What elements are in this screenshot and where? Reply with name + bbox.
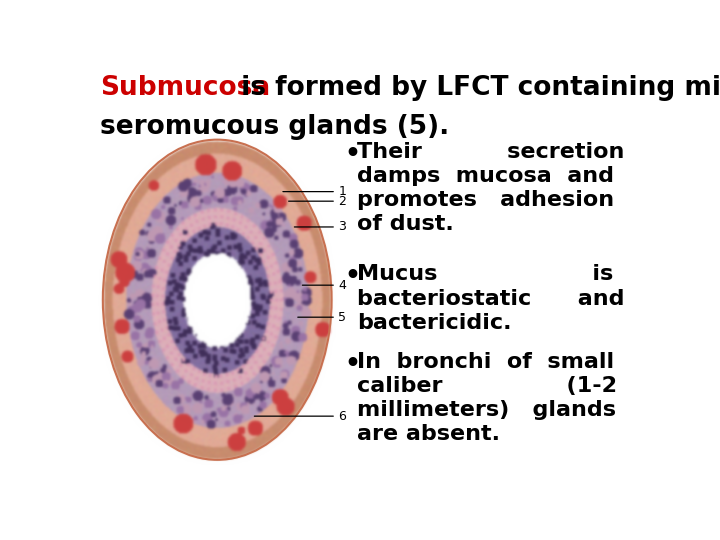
Text: promotes   adhesion: promotes adhesion xyxy=(356,190,614,210)
Text: damps  mucosa  and: damps mucosa and xyxy=(356,166,613,186)
Text: of dust.: of dust. xyxy=(356,214,454,234)
Text: 5: 5 xyxy=(338,310,346,323)
Text: In  bronchi  of  small: In bronchi of small xyxy=(356,352,614,372)
Text: Mucus                    is: Mucus is xyxy=(356,265,613,285)
Text: is formed by LFCT containing mixed: is formed by LFCT containing mixed xyxy=(232,75,720,101)
Text: •: • xyxy=(344,265,360,288)
Text: are absent.: are absent. xyxy=(356,424,500,444)
Text: •: • xyxy=(344,141,360,166)
Text: 4: 4 xyxy=(338,279,346,292)
Text: bacteriostatic      and: bacteriostatic and xyxy=(356,288,624,308)
Text: bactericidic.: bactericidic. xyxy=(356,313,511,333)
Text: seromucous glands (5).: seromucous glands (5). xyxy=(100,114,449,140)
Text: millimeters)   glands: millimeters) glands xyxy=(356,400,616,420)
Text: Submucosa: Submucosa xyxy=(100,75,270,101)
Text: 3: 3 xyxy=(338,220,346,233)
Text: •: • xyxy=(344,352,360,376)
Text: caliber                (1-2: caliber (1-2 xyxy=(356,376,617,396)
Text: 1: 1 xyxy=(338,185,346,198)
Text: 2: 2 xyxy=(338,195,346,208)
Text: 6: 6 xyxy=(338,410,346,423)
Text: Their           secretion: Their secretion xyxy=(356,141,624,161)
